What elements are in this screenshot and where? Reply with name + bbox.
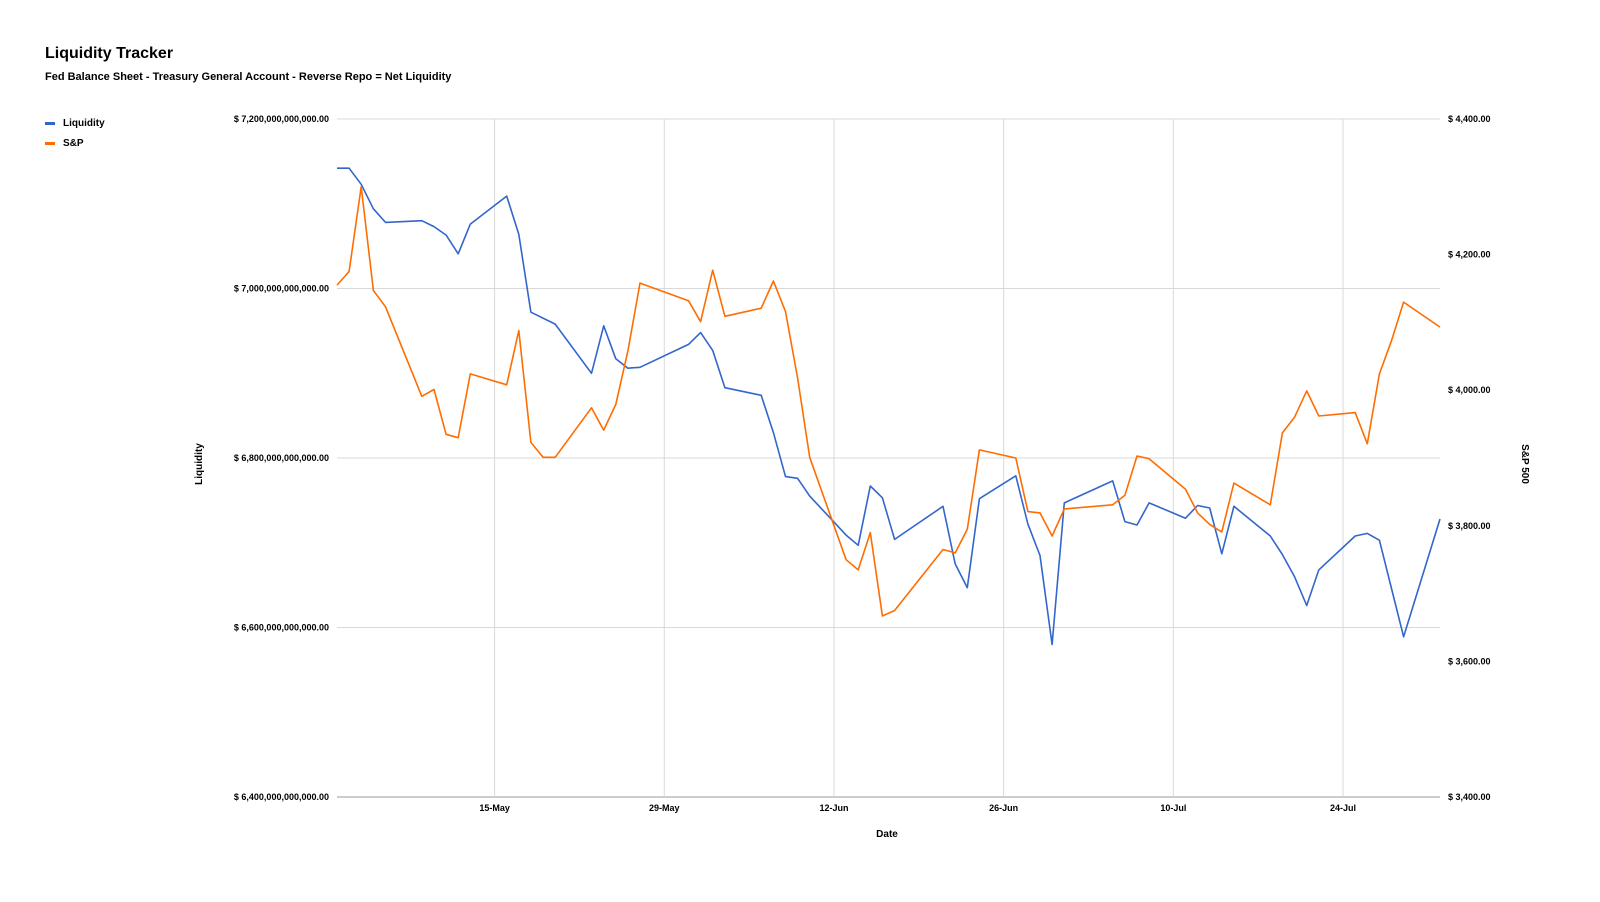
legend-swatch-liquidity bbox=[45, 121, 55, 125]
right-tick-label: $ 3,400.00 bbox=[1448, 792, 1491, 802]
legend-label-liquidity: Liquidity bbox=[63, 117, 105, 129]
left-tick-label: $ 7,000,000,000,000.00 bbox=[234, 284, 329, 294]
chart-title: Liquidity Tracker bbox=[45, 45, 174, 62]
right-axis-ticks: $ 4,400.00 $ 4,200.00 $ 4,000.00 $ 3,800.00… bbox=[1448, 114, 1491, 802]
left-tick-label: $ 6,600,000,000,000.00 bbox=[234, 623, 329, 633]
right-tick-label: $ 4,400.00 bbox=[1448, 114, 1491, 124]
right-tick-label: $ 3,600.00 bbox=[1448, 656, 1491, 666]
legend-swatch-sp bbox=[45, 141, 55, 145]
x-tick-label: 24-Jul bbox=[1330, 803, 1356, 813]
right-axis-label: S&P 500 bbox=[1519, 444, 1530, 484]
right-tick-label: $ 4,000.00 bbox=[1448, 385, 1491, 395]
grid-lines bbox=[337, 118, 1440, 798]
x-tick-label: 29-May bbox=[649, 803, 680, 813]
chart-subtitle: Fed Balance Sheet - Treasury General Acc… bbox=[45, 71, 452, 83]
x-tick-label: 15-May bbox=[479, 803, 510, 813]
legend-item-liquidity[interactable]: Liquidity bbox=[45, 113, 105, 133]
series-lines bbox=[336, 167, 1441, 646]
right-tick-label: $ 3,800.00 bbox=[1448, 521, 1491, 531]
left-tick-label: $ 6,400,000,000,000.00 bbox=[234, 792, 329, 802]
legend-label-sp: S&P bbox=[63, 137, 84, 149]
left-axis-ticks: $ 7,200,000,000,000.00 $ 7,000,000,000,00… bbox=[234, 114, 329, 802]
series-line-liquidity bbox=[337, 167, 1441, 646]
x-tick-label: 12-Jun bbox=[819, 803, 848, 813]
left-tick-label: $ 7,200,000,000,000.00 bbox=[234, 114, 329, 124]
x-tick-label: 26-Jun bbox=[989, 803, 1018, 813]
right-tick-label: $ 4,200.00 bbox=[1448, 250, 1491, 260]
legend: Liquidity S&P bbox=[45, 113, 105, 153]
x-axis-label: Date bbox=[876, 829, 898, 840]
series-line-sp bbox=[336, 186, 1441, 617]
x-axis-ticks: 15-May 29-May 12-Jun 26-Jun 10-Jul 24-Jul bbox=[479, 803, 1356, 813]
x-tick-label: 10-Jul bbox=[1160, 803, 1186, 813]
left-tick-label: $ 6,800,000,000,000.00 bbox=[234, 453, 329, 463]
left-axis-label: Liquidity bbox=[194, 443, 205, 485]
legend-item-sp[interactable]: S&P bbox=[45, 133, 105, 153]
